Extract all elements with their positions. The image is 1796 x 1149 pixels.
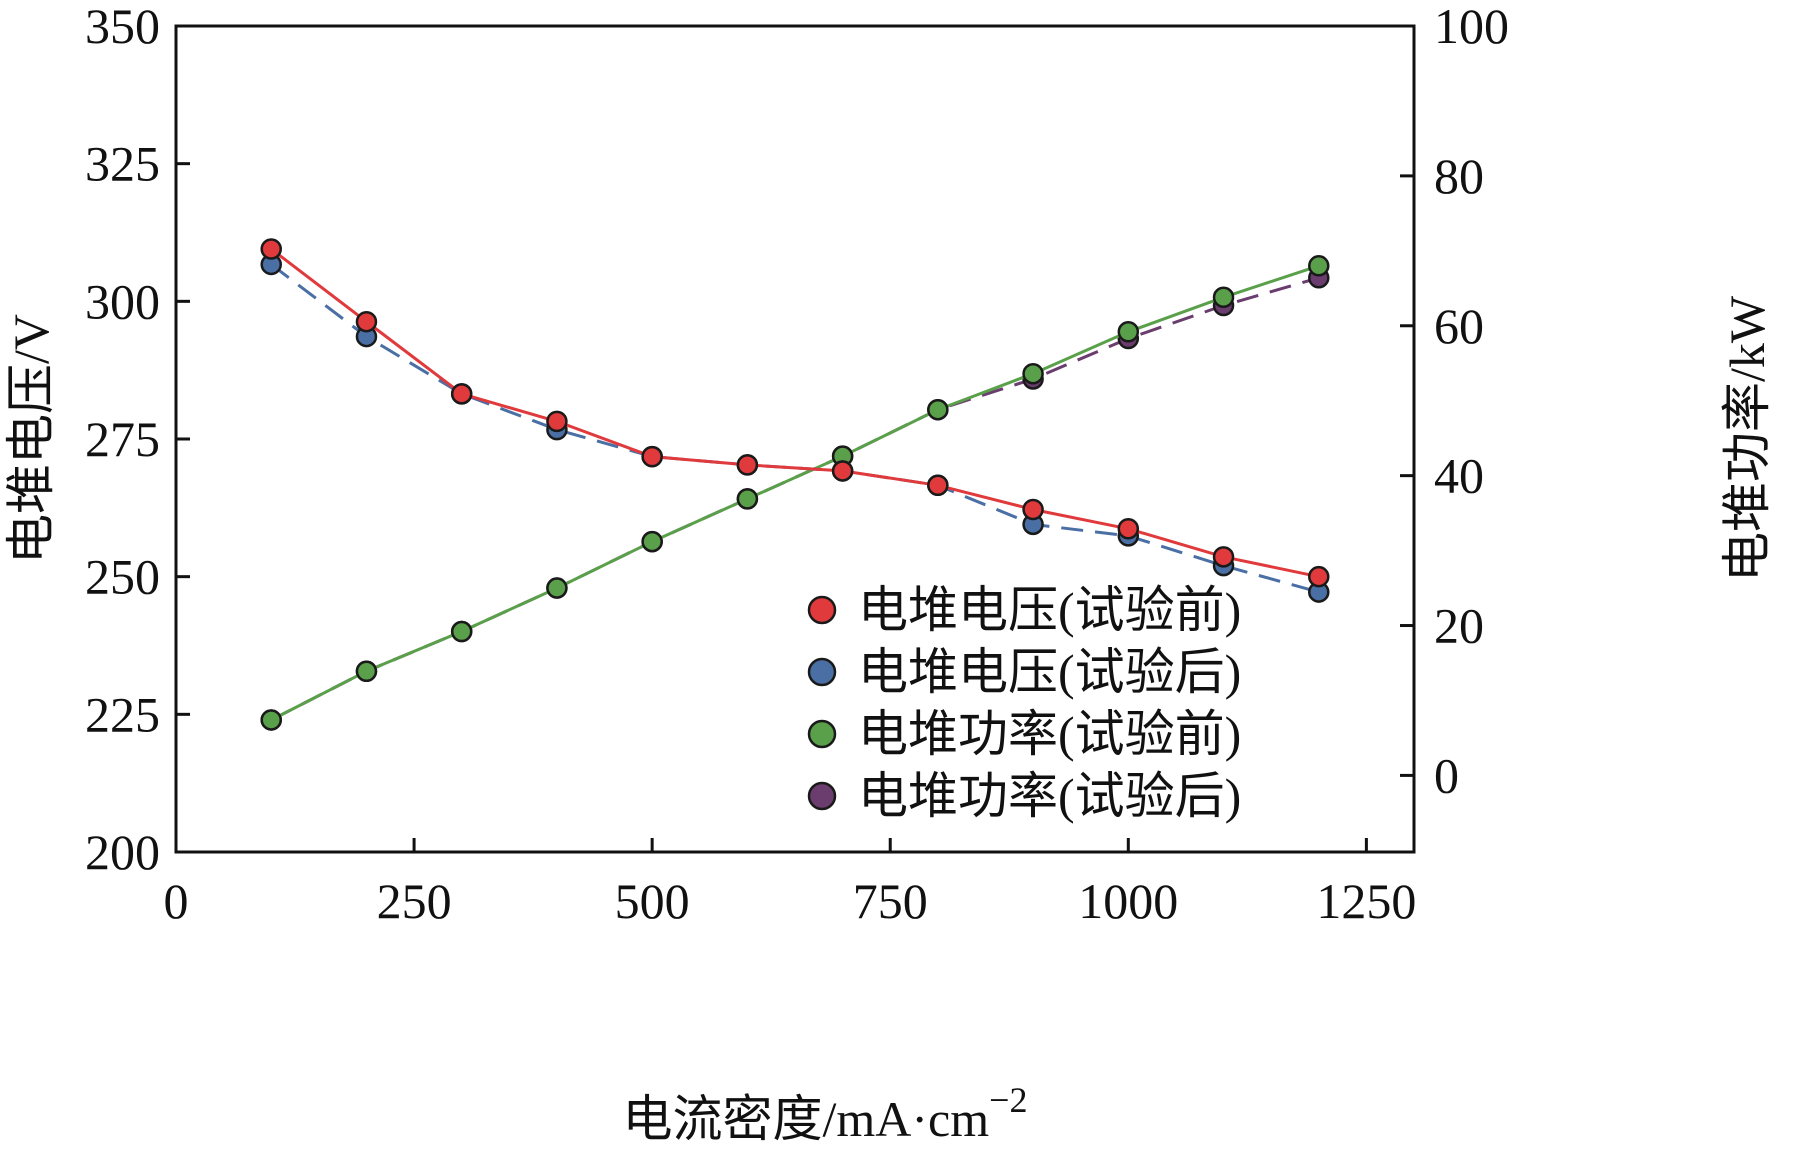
y2-tick-label: 0 [1434,747,1459,803]
y-tick-label: 350 [85,0,160,54]
ticks-layer: 0 250 500 750 1000 1250 200 225 250 275 300 325 350 0… [85,0,1509,929]
data-point [260,709,282,731]
data-point [260,238,282,260]
legend-marker [807,595,837,625]
data-point [1022,362,1044,385]
x-tick-label: 250 [377,873,452,929]
series-line [270,247,1320,579]
data-point [355,310,378,333]
x-tick-label: 0 [164,873,189,929]
data-point [1117,518,1140,540]
series-layer [260,238,1330,731]
data-point [1212,286,1235,309]
data-point [736,488,759,510]
legend-label: 电堆电压(试验后) [858,644,1241,700]
legend-label: 电堆电压(试验前) [858,582,1241,638]
series-3 [260,255,1330,731]
y2-tick-label: 20 [1434,598,1484,654]
data-point [736,454,759,476]
data-point [1117,321,1140,343]
data-point [641,530,663,553]
y-tick-label: 275 [85,411,160,467]
legend-label: 电堆功率(试验后) [858,768,1241,824]
data-point [1308,565,1330,588]
series-line [270,263,1320,594]
data-point [1022,498,1044,521]
series-2 [260,253,1330,603]
data-point [546,577,568,599]
legend: 电堆电压(试验前) 电堆电压(试验后) 电堆功率(试验前) 电堆功率(试验后) [807,582,1241,824]
data-point [927,474,949,497]
y-tick-label: 250 [85,549,160,605]
legend-marker [807,657,837,687]
series-line [270,276,1320,722]
y2-tick-label: 80 [1434,148,1484,204]
data-point [831,460,854,482]
data-point [450,383,473,405]
data-point [1212,546,1235,568]
legend-label: 电堆功率(试验前) [858,706,1241,762]
y-tick-label: 225 [85,686,160,742]
legend-marker [807,781,837,811]
data-point [641,445,663,468]
y2-tick-label: 40 [1434,448,1484,504]
x-axis-title-sup: −2 [989,1080,1027,1120]
x-tick-label: 750 [853,873,928,929]
y-tick-label: 325 [85,136,160,192]
x-tick-label: 500 [615,873,690,929]
legend-marker [807,719,837,749]
series-line [270,264,1320,722]
y2-tick-label: 60 [1434,298,1484,354]
data-point [546,410,568,433]
series-1 [260,238,1330,588]
y-tick-label: 300 [85,273,160,329]
x-tick-label: 1000 [1078,873,1178,929]
x-tick-label: 1250 [1316,873,1416,929]
y-axis-title: 电堆电压/V [3,314,59,564]
data-point [927,398,949,421]
data-point [450,620,473,643]
y-tick-label: 200 [85,824,160,880]
y2-axis-title: 电堆功率/kW [1719,295,1775,582]
data-point [1308,255,1330,277]
x-axis-title: 电流密度/mA·cm−2 [623,1080,1028,1147]
y2-tick-label: 100 [1434,0,1509,54]
data-point [355,660,378,682]
x-axis-title-main: 电流密度/mA·cm [623,1091,990,1147]
